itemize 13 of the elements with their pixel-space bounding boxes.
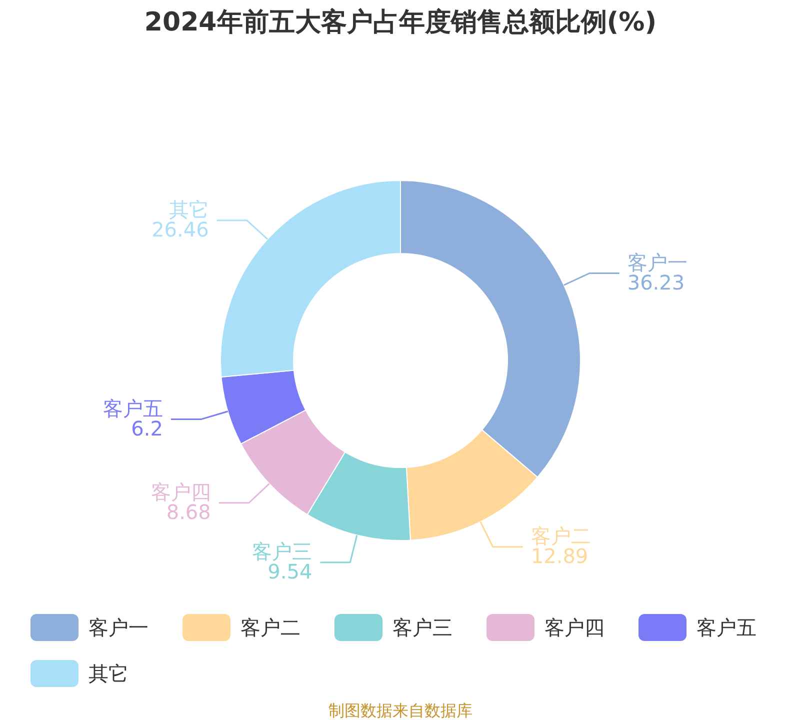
slice-label: 其它: [168, 197, 209, 222]
chart-title: 2024年前五大客户占年度销售总额比例(%): [144, 8, 657, 38]
legend-label: 客户五: [696, 616, 756, 640]
legend-label: 其它: [88, 662, 128, 686]
legend-label: 客户二: [240, 616, 300, 640]
legend-label: 客户三: [392, 616, 452, 640]
legend-label: 客户一: [88, 616, 148, 640]
legend-label: 客户四: [544, 616, 604, 640]
slice-label: 客户三: [252, 539, 312, 564]
slice-label: 客户四: [150, 480, 211, 504]
slice-label: 客户一: [627, 250, 688, 274]
slice-label: 客户二: [530, 524, 591, 548]
text: 制图数据来自数据库: [328, 701, 472, 720]
